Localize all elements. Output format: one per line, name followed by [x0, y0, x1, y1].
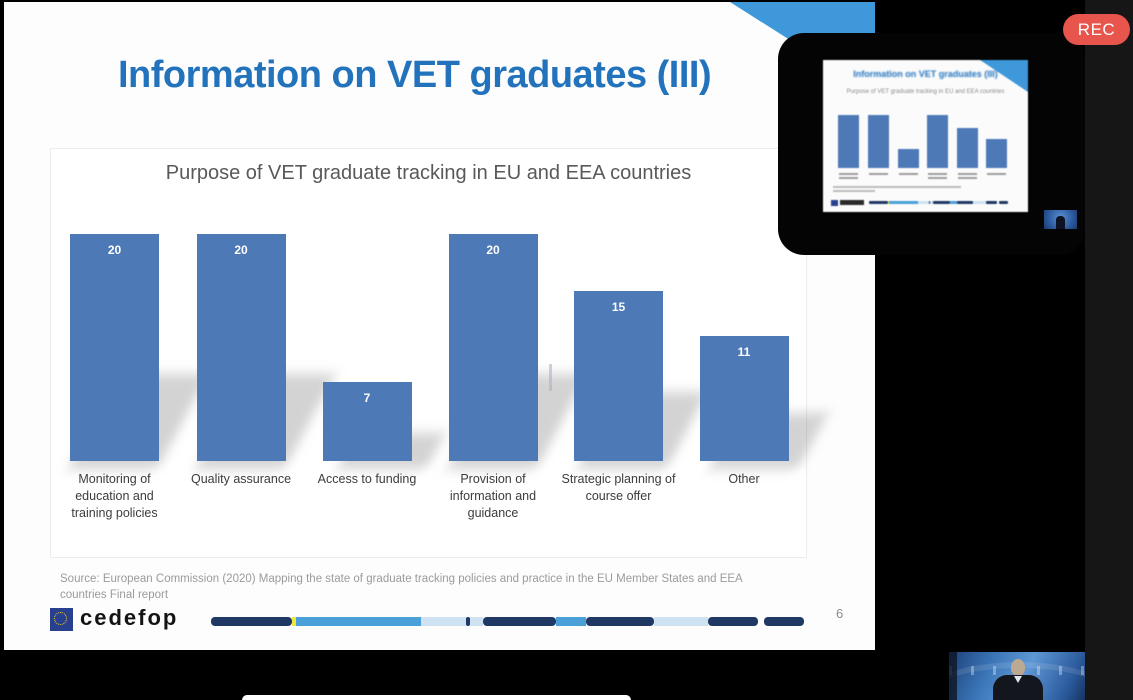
strip-segment [869, 201, 889, 204]
pip-source-line [833, 190, 875, 192]
strip-segment [888, 201, 919, 204]
pip-category-line [987, 173, 1006, 175]
presenter-head [1011, 659, 1025, 676]
pip-category-line [928, 177, 947, 179]
presenter-cursor-mark [549, 364, 552, 391]
pip-presenter-silhouette [1056, 216, 1065, 229]
bar-value-label: 20 [486, 243, 500, 257]
pip-eu-flag-icon [831, 200, 838, 206]
bar-value-label: 20 [107, 243, 122, 257]
bar-category-label: Quality assurance [190, 472, 292, 486]
strip-segment [466, 617, 470, 626]
bar [70, 234, 159, 461]
pip-bar [868, 114, 889, 168]
pip-footer-strip [869, 201, 1009, 204]
chart-title: Purpose of VET graduate tracking in EU a… [165, 162, 692, 184]
pip-category-line [928, 173, 947, 175]
bar-category-label: Monitoring of education and training polic… [71, 472, 158, 520]
pip-slide-thumbnail[interactable]: Information on VET graduates (III) Purpo… [823, 60, 1028, 212]
slide-title: Information on VET graduates (III) [118, 54, 712, 96]
strip-segment [296, 617, 421, 626]
pip-slide-title: Information on VET graduates (III) [853, 69, 998, 79]
source-line-2: countries Final report [60, 588, 169, 601]
bar-value-label: 11 [737, 345, 751, 360]
pip-presenter-video[interactable] [1044, 210, 1077, 229]
chart-panel: Purpose of VET graduate tracking in EU a… [50, 148, 828, 558]
eu-stars-circle-icon [54, 612, 67, 625]
bar-category-label: Strategic planning of course offer [561, 472, 676, 503]
bar [574, 290, 663, 461]
bar [196, 234, 286, 461]
bar-category-label: Other [728, 472, 760, 486]
shared-slide: Information on VET graduates (III) Purpo… [4, 2, 875, 650]
strip-segment [932, 201, 951, 204]
pip-chart-title: Purpose of VET graduate tracking in EU a… [846, 89, 1005, 95]
pip-category-line [899, 173, 918, 175]
recording-indicator-button[interactable]: REC [1063, 14, 1130, 45]
strip-segment [888, 201, 889, 204]
strip-segment [708, 617, 758, 626]
pip-source-line [833, 186, 961, 188]
strip-segment [421, 617, 466, 626]
bar [322, 381, 412, 461]
bar-value-label: 15 [611, 299, 626, 314]
slide-page-number: 6 [836, 606, 844, 621]
footer-decorative-strip [211, 617, 804, 626]
bottom-toolbar-popup[interactable] [242, 695, 631, 700]
pip-panel[interactable]: Information on VET graduates (III) Purpo… [778, 33, 1085, 255]
strip-segment [998, 201, 1009, 204]
strip-segment [483, 617, 556, 626]
window-right-margin [1085, 0, 1133, 700]
strip-segment [758, 617, 764, 626]
bar-category-label: Access to funding [317, 472, 417, 486]
pip-bar [957, 127, 978, 168]
pip-category-line [958, 173, 977, 175]
pip-cedefop-logo [840, 200, 864, 205]
pip-bar [986, 138, 1007, 168]
source-line-1: Source: European Commission (2020) Mappi… [60, 573, 743, 585]
strip-segment [764, 617, 804, 626]
pip-bar [838, 114, 859, 168]
source-note: Source: European Commission (2020) Mappi… [60, 572, 790, 603]
bar-value-label: 20 [234, 243, 248, 257]
strip-segment [957, 201, 974, 204]
strip-segment [950, 201, 958, 204]
strip-segment [997, 201, 999, 204]
strip-segment [556, 617, 586, 626]
strip-segment [211, 617, 292, 626]
bar-value-label: 7 [363, 390, 371, 405]
pip-category-line [958, 177, 977, 179]
pip-bar [927, 114, 948, 168]
strip-segment [929, 201, 933, 204]
bar [699, 336, 789, 461]
strip-segment [985, 201, 998, 204]
presenter-collar [1014, 676, 1022, 683]
strip-segment [654, 617, 708, 626]
strip-segment [918, 201, 929, 204]
strip-segment [586, 617, 654, 626]
presenter-video[interactable] [949, 652, 1085, 700]
strip-segment [973, 201, 986, 204]
pip-category-line [869, 173, 888, 175]
pip-category-line [839, 173, 858, 175]
cedefop-logo: cedefop [80, 605, 179, 630]
pip-bar [898, 149, 919, 168]
strip-segment [470, 617, 483, 626]
video-left-shade [949, 652, 957, 700]
strip-segment [928, 201, 930, 204]
pip-category-line [839, 177, 858, 179]
strip-segment [292, 617, 296, 626]
bar [448, 234, 538, 461]
bar-category-label: Provision of information and guidance [449, 472, 537, 520]
eu-flag-icon [50, 608, 73, 631]
